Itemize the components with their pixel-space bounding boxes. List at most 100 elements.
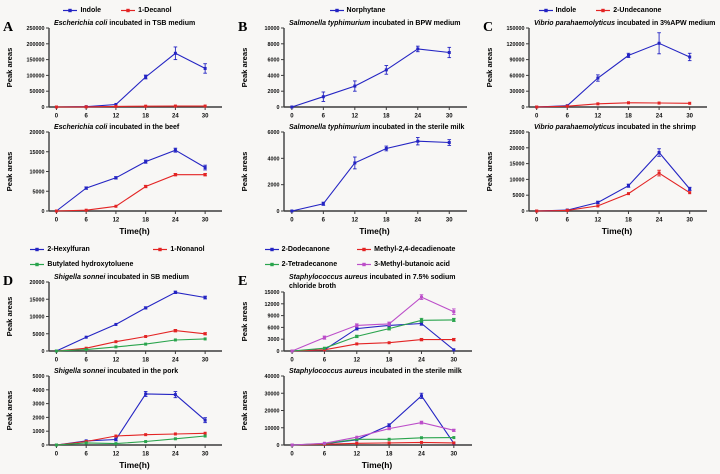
y-tick-label: 0	[522, 209, 525, 215]
legend-item: 3-Methyl-butanoic acid	[357, 261, 450, 268]
x-tick-label: 6	[322, 218, 326, 224]
y-tick-label: 10000	[30, 170, 45, 176]
panel-e: E 2-Dodecanone Methyl-2,4-decadienoate 2-Te…	[235, 240, 485, 474]
x-tick-label: 24	[172, 452, 179, 458]
y-tick-label: 6000	[268, 58, 280, 64]
y-tick-label: 1000	[33, 429, 45, 435]
y-tick-label: 5000	[513, 193, 525, 199]
y-tick-label: 10000	[510, 177, 525, 183]
x-tick-label: 0	[535, 114, 539, 120]
x-tick-label: 6	[323, 452, 327, 458]
x-tick-label: 18	[386, 358, 393, 364]
chart-c-2: Vibrio parahaemolyticus incubated in the…	[485, 124, 707, 224]
legend-item: Indole	[538, 6, 577, 14]
y-tick-label: 0	[277, 443, 280, 449]
y-tick-label: 12000	[265, 302, 280, 308]
x-tick-label: 0	[55, 358, 59, 364]
chart-b-1: Salmonella typhimurium incubated in BPW …	[240, 20, 467, 120]
x-tick-label: 12	[595, 218, 602, 224]
legend-label: Indole	[80, 6, 102, 14]
x-tick-label: 12	[595, 114, 602, 120]
y-axis-title: Peak areas	[485, 152, 494, 192]
y-tick-label: 10000	[265, 26, 280, 32]
legend-item: 2-Dodecanone	[264, 246, 330, 253]
series-marker-icon	[264, 262, 279, 266]
y-tick-label: 0	[42, 209, 45, 215]
x-tick-label: 0	[55, 218, 59, 224]
panel-d: D 2-Hexylfuran 1-Nonanol Butylated hydroxyt…	[0, 240, 235, 474]
y-tick-label: 250000	[27, 26, 45, 32]
legend-item: Methyl-2,4-decadienoate	[357, 246, 455, 253]
plot-title: Escherichia coli incubated in the beef	[54, 124, 180, 131]
panel-b: B Norphytane Salmonella typhimurium incuba…	[235, 0, 480, 240]
plot-title: Shigella sonnei incubated in the pork	[54, 368, 178, 375]
series-norphytane	[290, 137, 452, 213]
x-tick-label: 24	[172, 358, 179, 364]
series-indole	[54, 46, 207, 109]
series-indole	[54, 147, 207, 213]
legend-label: 2-Hexylfuran	[47, 246, 90, 254]
plot-title: Salmonella typhimurium incubated in BPW …	[289, 20, 461, 27]
y-tick-label: 20000	[30, 130, 45, 136]
y-tick-label: 15000	[510, 162, 525, 168]
x-tick-label: 30	[202, 452, 209, 458]
y-tick-label: 8000	[268, 42, 280, 48]
x-tick-label: 12	[113, 218, 120, 224]
y-tick-label: 30000	[510, 89, 525, 95]
legend-item: Butylated hydroxytoluene	[30, 261, 133, 268]
x-tick-label: 24	[418, 358, 425, 364]
plot-title: Escherichia coli incubated in TSB medium	[54, 20, 195, 27]
plot-title: Staphylococcus aureus incubated in 7.5% …	[289, 274, 456, 281]
panel-letter-b: B	[238, 20, 248, 35]
y-tick-label: 120000	[507, 42, 525, 48]
y-tick-label: 10000	[30, 315, 45, 321]
y-tick-label: 40000	[265, 374, 280, 380]
y-tick-label: 3000	[33, 402, 45, 408]
x-tick-label: 18	[142, 114, 149, 120]
x-tick-label: 12	[353, 358, 360, 364]
chart-b-2: Salmonella typhimurium incubated in the …	[240, 124, 467, 224]
legend-item: 2-Hexylfuran	[30, 246, 90, 254]
series-marker-icon	[30, 248, 45, 252]
x-tick-label: 6	[85, 452, 89, 458]
legend: Norphytane	[235, 3, 480, 17]
chart-e-2: Staphylococcus aureus incubated in the s…	[240, 368, 472, 458]
y-tick-label: 0	[42, 105, 45, 111]
y-tick-label: 3000	[268, 337, 280, 343]
y-tick-label: 9000	[268, 314, 280, 320]
legend-label: Methyl-2,4-decadienoate	[374, 246, 456, 254]
y-tick-label: 20000	[510, 146, 525, 152]
y-tick-label: 5000	[33, 332, 45, 338]
x-tick-label: 30	[202, 358, 209, 364]
x-axis-title: Time(h)	[601, 226, 633, 236]
legend: Indole 2-Undecanone	[480, 3, 720, 17]
x-tick-label: 6	[566, 114, 570, 120]
plot-title: Vibrio parahaemolyticus incubated in 3%A…	[534, 20, 715, 27]
x-tick-label: 18	[625, 218, 632, 224]
y-tick-label: 4000	[268, 156, 280, 162]
series-1-decanol	[54, 173, 207, 213]
legend-item: 2-Undecanone	[596, 7, 661, 14]
series-butylated-hydroxytoluene	[54, 337, 207, 353]
x-tick-label: 30	[446, 218, 453, 224]
chart-e-1: Staphylococcus aureus incubated in 7.5% …	[240, 274, 472, 364]
x-tick-label: 6	[85, 218, 89, 224]
y-axis-title: Peak areas	[485, 48, 494, 88]
x-tick-label: 0	[290, 358, 294, 364]
legend-label: Indole	[555, 6, 577, 14]
y-tick-label: 50000	[30, 89, 45, 95]
legend: 2-Dodecanone Methyl-2,4-decadienoate 2-Tet…	[235, 243, 485, 271]
x-tick-label: 0	[290, 114, 294, 120]
legend-label: Norphytane	[346, 6, 386, 14]
chart-a-1: Escherichia coli incubated in TSB medium…	[5, 20, 222, 120]
x-tick-label: 12	[353, 452, 360, 458]
x-tick-label: 6	[323, 358, 327, 364]
chart-c-1: Vibrio parahaemolyticus incubated in 3%A…	[485, 20, 715, 120]
y-tick-label: 20000	[30, 280, 45, 286]
x-tick-label: 30	[686, 218, 693, 224]
x-tick-label: 18	[625, 114, 632, 120]
series-3-methyl-butanoic-acid	[290, 420, 456, 447]
series-marker-icon	[30, 262, 45, 266]
x-tick-label: 0	[290, 452, 294, 458]
